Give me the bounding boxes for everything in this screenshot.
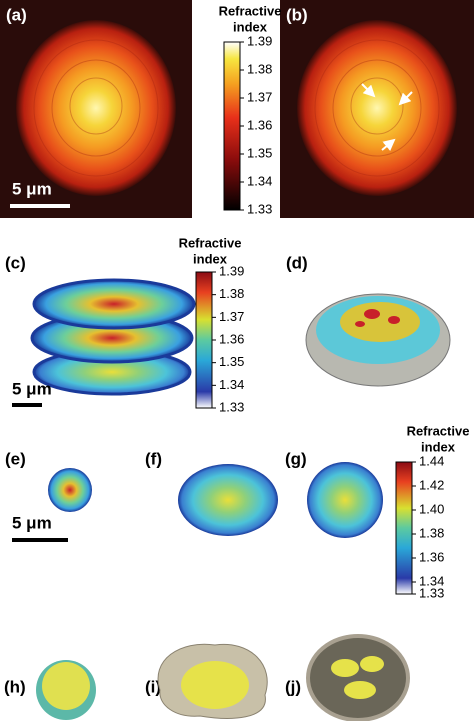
colorbar	[395, 461, 413, 595]
colorbar-tick-label: 1.39	[219, 263, 244, 278]
panel-label: (e)	[5, 449, 26, 468]
panel-label: (h)	[4, 677, 26, 696]
cell-f	[178, 464, 278, 536]
colorbar-tick-label: 1.38	[419, 525, 444, 540]
panel-label: (f)	[145, 449, 162, 468]
colorbar-tick-label: 1.42	[419, 477, 444, 492]
colorbar	[223, 41, 241, 211]
colorbar-title: Refractive	[407, 423, 470, 438]
rings-a	[33, 39, 159, 177]
cell-g	[307, 462, 383, 538]
colorbar-tick-label: 1.38	[219, 286, 244, 301]
colorbar-title: Refractive	[179, 235, 242, 250]
colorbar-title: index	[421, 439, 456, 454]
colorbar-tick-label: 1.40	[419, 501, 444, 516]
colorbar-tick-label: 1.36	[419, 549, 444, 564]
panel-label: (b)	[286, 5, 308, 24]
scale-label: 5 μm	[12, 379, 52, 398]
colorbar-tick-label: 1.35	[219, 354, 244, 369]
core-i	[181, 661, 249, 709]
scale-label: 5 μm	[12, 179, 52, 198]
core-h	[42, 662, 90, 710]
cell-a	[16, 20, 176, 196]
colorbar-tick-label: 1.34	[219, 377, 244, 392]
panel-label: (a)	[6, 5, 27, 24]
rings-b	[314, 39, 440, 177]
scale-label: 5 μm	[12, 513, 52, 532]
colorbar-tick-label: 1.39	[247, 33, 272, 48]
cell-j	[306, 634, 410, 721]
panel-label: (j)	[285, 677, 301, 696]
slices-c	[30, 278, 196, 396]
colorbar-tick-label: 1.37	[247, 89, 272, 104]
colorbar-tick-label: 1.35	[247, 145, 272, 160]
colorbar-tick-label: 1.36	[247, 117, 272, 132]
colorbar-tick-label: 1.38	[247, 61, 272, 76]
colorbar-tick-label: 1.37	[219, 309, 244, 324]
core-j	[331, 656, 384, 699]
panel-label: (d)	[286, 253, 308, 272]
blob-d	[340, 302, 420, 342]
colorbar-tick-label: 1.33	[419, 585, 444, 600]
colorbar-title: index	[193, 251, 228, 266]
colorbar-tick-label: 1.34	[247, 173, 272, 188]
colorbar-tick-label: 1.33	[247, 201, 272, 216]
panel-label: (g)	[285, 449, 307, 468]
cell-b	[297, 20, 457, 196]
arrows	[361, 83, 413, 152]
colorbar-title: Refractive	[219, 3, 282, 18]
colorbar-tick-label: 1.44	[419, 453, 444, 468]
colorbar-tick-label: 1.34	[419, 573, 444, 588]
colorbar-title: index	[233, 19, 268, 34]
colorbar-tick-label: 1.36	[219, 331, 244, 346]
colorbar	[195, 271, 213, 409]
spots-d	[355, 309, 400, 327]
cell-e	[48, 468, 92, 512]
panel-label: (i)	[145, 677, 161, 696]
colorbar-tick-label: 1.33	[219, 399, 244, 414]
panel-label: (c)	[5, 253, 26, 272]
